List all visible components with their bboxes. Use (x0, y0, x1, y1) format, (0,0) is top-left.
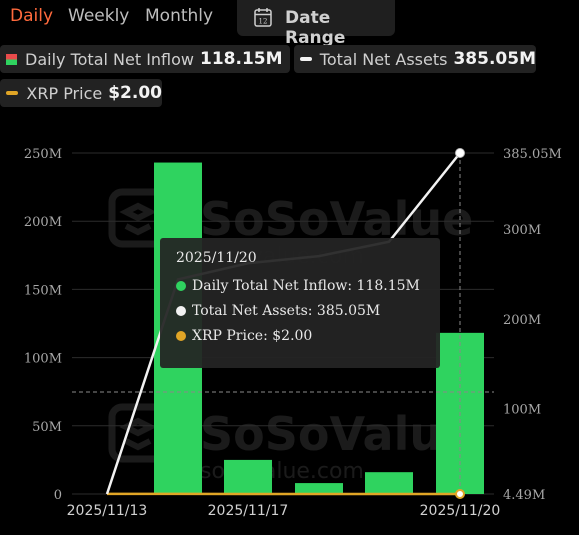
tab-daily[interactable]: Daily (10, 6, 54, 26)
bar-2 (224, 459, 272, 494)
price-dot-icon (176, 331, 186, 341)
legend-price-value: $2.00 (108, 83, 162, 103)
x-tick-0: 2025/11/13 (67, 503, 148, 519)
legend-price-label: XRP Price (26, 83, 103, 103)
legend-inflow[interactable]: Daily Total Net Inflow 118.15M (0, 45, 290, 73)
left-tick-5: 250M (24, 147, 62, 162)
soso-logo-mark (119, 202, 157, 236)
legend-assets-value: 385.05M (453, 49, 536, 69)
right-tick-4: 385.05M (503, 147, 562, 162)
legend-price[interactable]: XRP Price $2.00 (0, 79, 162, 107)
legend-assets[interactable]: Total Net Assets 385.05M (294, 45, 536, 73)
left-tick-3: 150M (24, 283, 62, 298)
soso-logo-mark (119, 417, 157, 451)
period-tabs: Daily Weekly Monthly 12 Date Range (0, 0, 579, 48)
date-range-label: Date Range (285, 8, 346, 48)
calendar-day: 12 (259, 18, 268, 26)
date-range-button[interactable]: 12 Date Range (237, 0, 395, 48)
price-point-last (455, 489, 465, 499)
x-tick-2: 2025/11/20 (420, 503, 501, 519)
left-tick-4: 200M (24, 215, 62, 230)
tooltip-assets-text: Total Net Assets: 385.05M (192, 303, 381, 319)
inflow-swatch-icon (6, 53, 17, 65)
price-swatch-icon (6, 91, 19, 95)
tooltip-price-text: XRP Price: $2.00 (192, 328, 313, 344)
legend-inflow-label: Daily Total Net Inflow (25, 49, 195, 69)
left-tick-2: 100M (24, 352, 62, 367)
right-tick-1: 100M (503, 402, 541, 417)
assets-swatch-icon (300, 57, 312, 61)
right-tick-3: 300M (503, 223, 541, 238)
right-tick-2: 200M (503, 313, 541, 328)
calendar-icon: 12 (254, 8, 272, 27)
watermark-brand: SoSoValue (200, 192, 473, 246)
watermark-brand: SoSoValue (200, 407, 473, 461)
left-tick-1: 50M (32, 420, 62, 435)
tooltip-price: XRP Price: $2.00 (176, 328, 312, 344)
legend-assets-label: Total Net Assets (319, 49, 448, 69)
tooltip-assets: Total Net Assets: 385.05M (176, 303, 380, 319)
legend-inflow-value: 118.15M (200, 49, 283, 69)
tooltip-date: 2025/11/20 (176, 250, 257, 266)
chart-tooltip: 2025/11/20 Daily Total Net Inflow: 118.1… (160, 238, 440, 368)
chart-ticks: 0 50M 100M 150M 200M 250M 4.49M 100M 200M 300M 385… (24, 147, 562, 519)
assets-point-last (455, 148, 465, 158)
inflow-dot-icon (176, 281, 186, 291)
tab-weekly[interactable]: Weekly (68, 6, 130, 26)
tooltip-inflow-text: Daily Total Net Inflow: 118.15M (192, 278, 420, 294)
right-tick-0: 4.49M (503, 488, 545, 503)
x-tick-1: 2025/11/17 (208, 503, 289, 519)
bar-3 (295, 483, 343, 494)
tooltip-inflow: Daily Total Net Inflow: 118.15M (176, 278, 420, 294)
bar-4 (365, 472, 413, 494)
assets-dot-icon (176, 306, 186, 316)
tab-monthly[interactable]: Monthly (145, 6, 214, 26)
left-tick-0: 0 (54, 488, 62, 503)
